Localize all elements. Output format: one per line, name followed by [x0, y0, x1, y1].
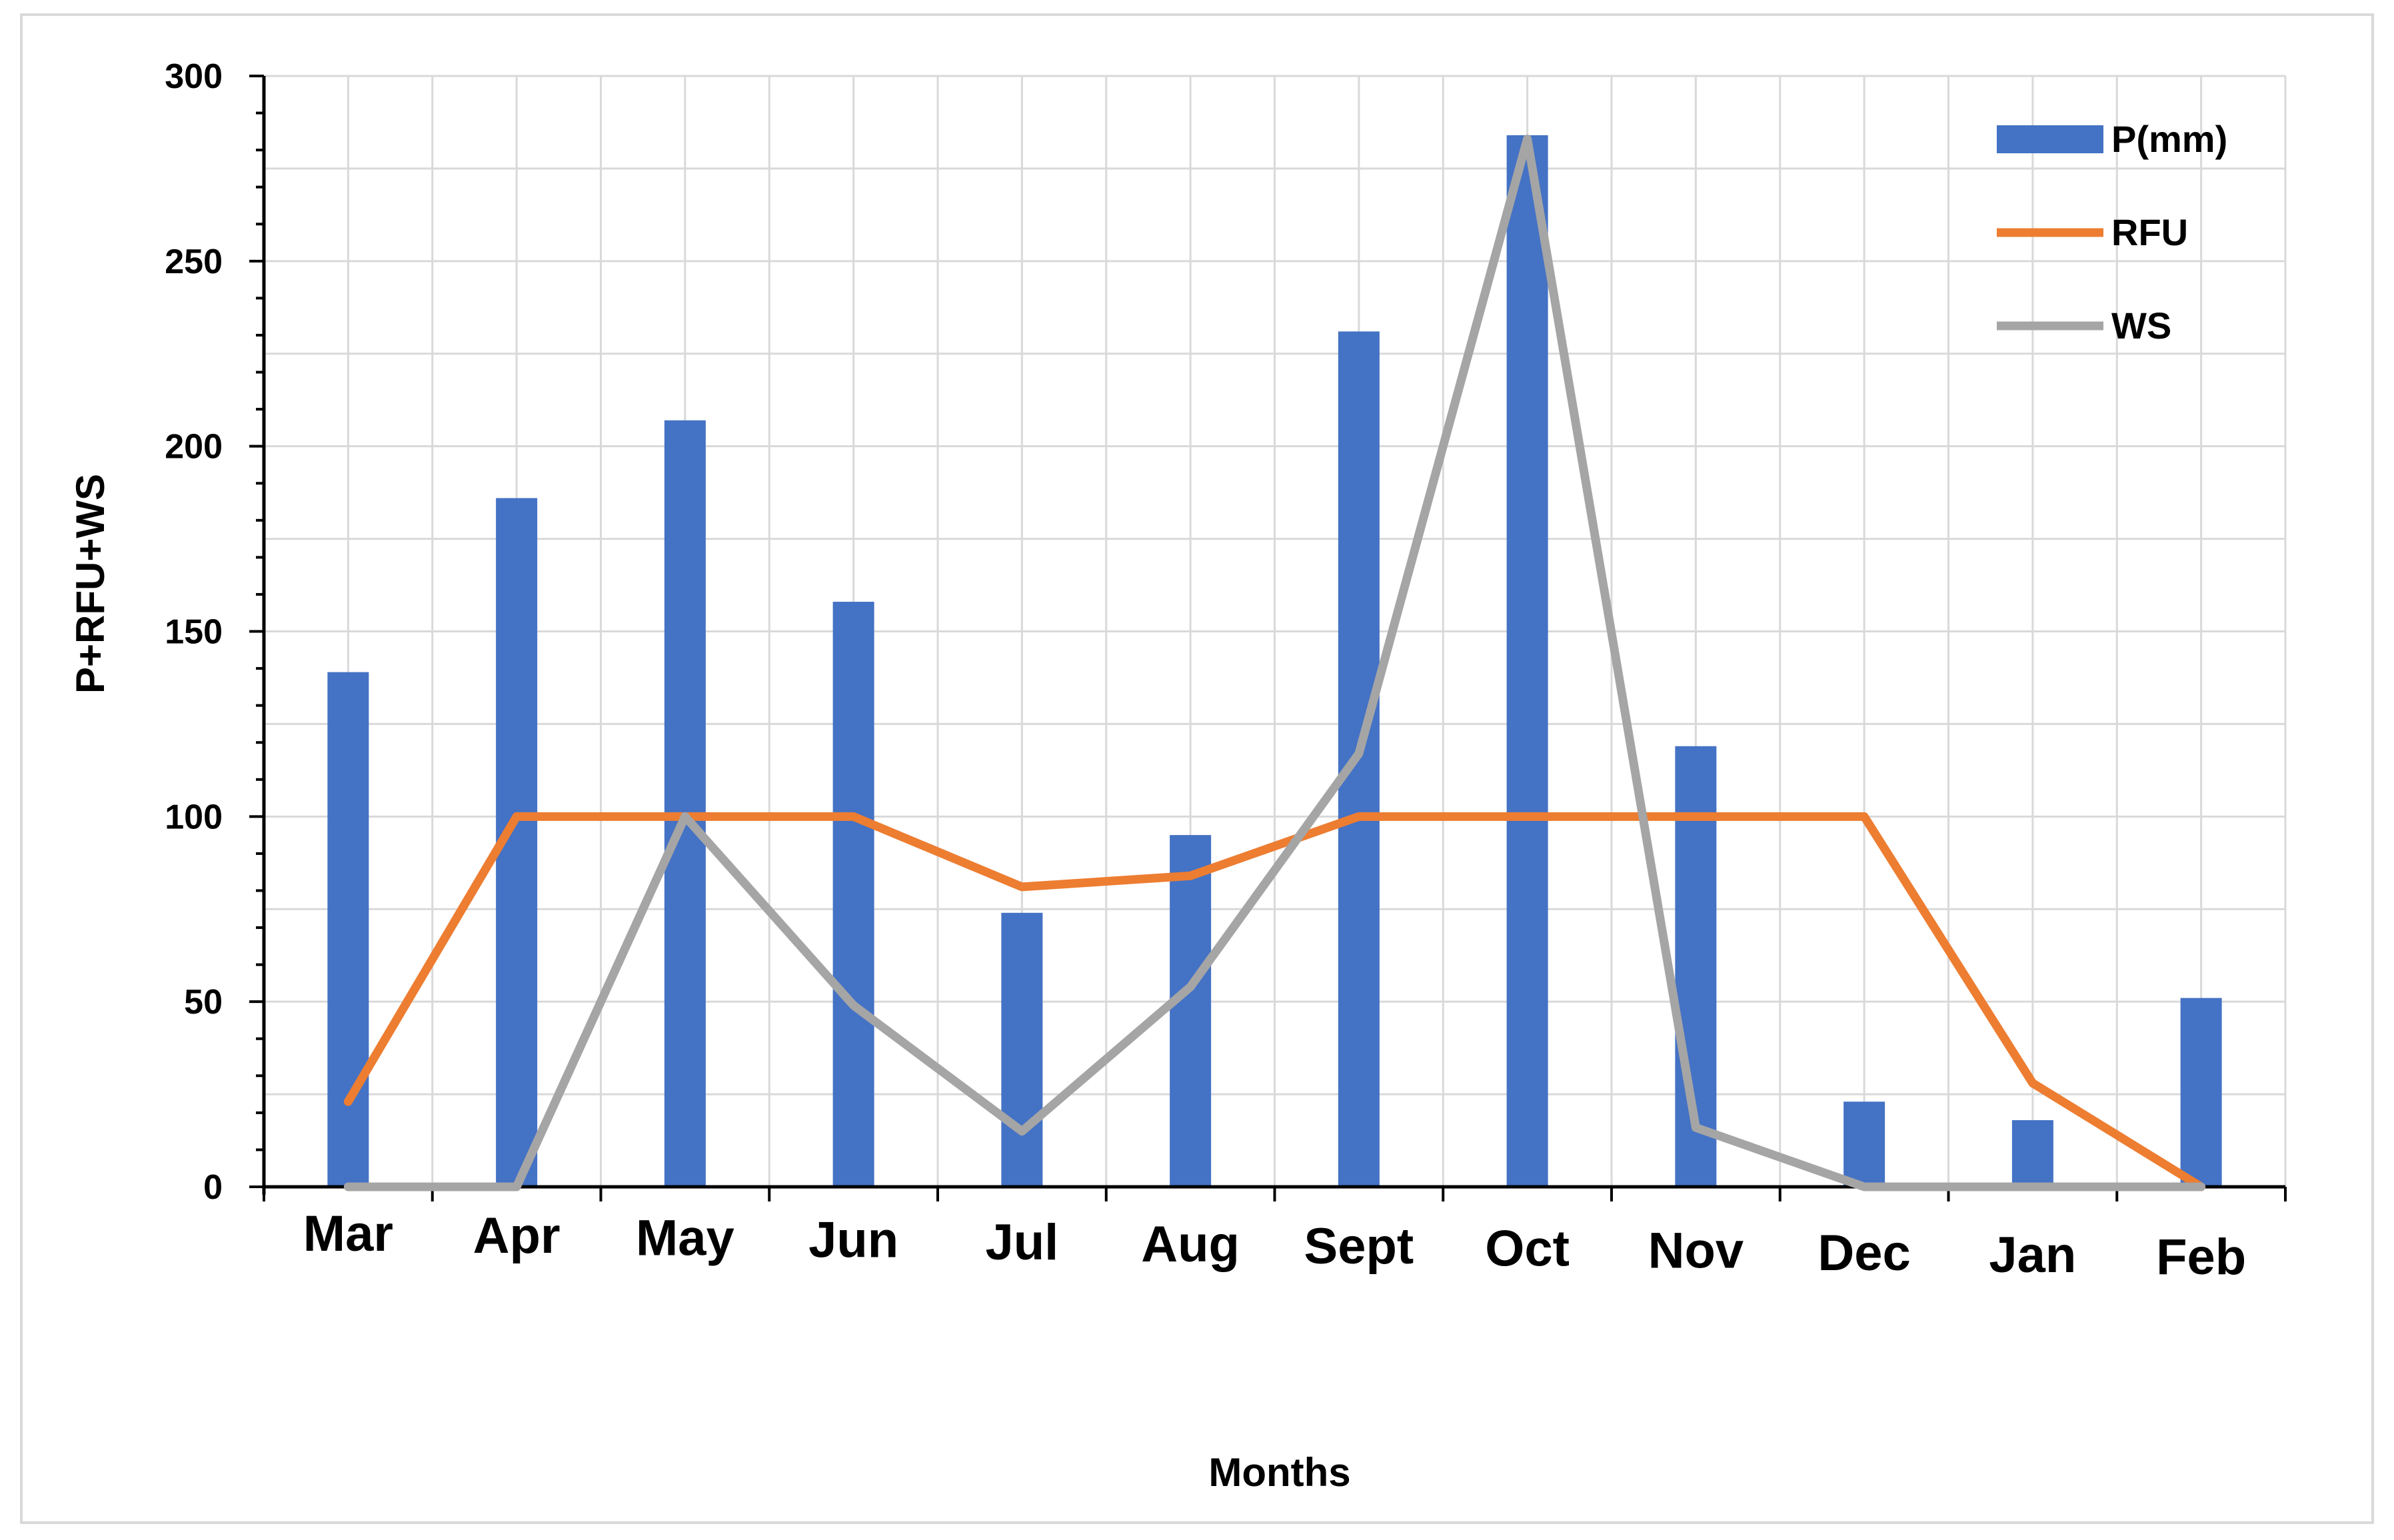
legend-label-rfu: RFU: [2111, 211, 2188, 253]
line-series-rfu: [343, 812, 2206, 1191]
y-tick-label: 100: [165, 798, 223, 836]
legend-label-pmm: P(mm): [2111, 118, 2227, 160]
grid-layer: [264, 75, 2287, 1187]
bar-jan: [2011, 1120, 2053, 1187]
tick-label-layer: 0 50 100 150 200 250 300 Mar Apr May Jun Jul Aug Sept…: [165, 57, 2246, 1285]
line-layer: [343, 134, 2206, 1191]
x-tick-label: Feb: [2156, 1229, 2246, 1285]
x-axis-title: Months: [1208, 1450, 1350, 1495]
x-tick-label: Sept: [1304, 1218, 1414, 1275]
axis-layer: [249, 75, 2287, 1201]
line-series-ws: [343, 134, 2206, 1191]
y-tick-label: 200: [165, 428, 223, 466]
legend-label-ws: WS: [2111, 305, 2171, 347]
chart-frame: 0 50 100 150 200 250 300 Mar Apr May Jun Jul Aug Sept…: [20, 13, 2374, 1524]
bar-feb: [2180, 998, 2222, 1187]
bar-mar: [327, 672, 369, 1187]
x-tick-label: Mar: [303, 1205, 393, 1262]
x-tick-label: Jan: [1989, 1227, 2076, 1283]
bar-dec: [1843, 1102, 1885, 1187]
y-tick-label: 250: [165, 243, 223, 281]
y-tick-label: 50: [184, 983, 223, 1022]
x-tick-label: Aug: [1141, 1216, 1240, 1273]
y-tick-label: 300: [165, 57, 223, 96]
y-tick-label: 0: [203, 1168, 223, 1207]
bar-aug: [1170, 835, 1212, 1187]
legend: P(mm) RFU WS: [1997, 118, 2227, 347]
x-tick-label: May: [636, 1209, 734, 1266]
chart: 0 50 100 150 200 250 300 Mar Apr May Jun Jul Aug Sept…: [68, 57, 2287, 1495]
y-tick-label: 150: [165, 613, 223, 652]
x-tick-label: Jun: [808, 1212, 898, 1269]
y-axis-title: P+RFU+WS: [68, 474, 113, 694]
x-tick-label: Apr: [473, 1207, 561, 1264]
bar-oct: [1506, 135, 1548, 1187]
bar-jul: [1001, 912, 1043, 1187]
bar-may: [664, 420, 706, 1187]
bar-jun: [832, 602, 874, 1187]
legend-swatch-pmm: [1997, 125, 2103, 153]
x-tick-label: Jul: [985, 1214, 1058, 1271]
x-tick-label: Dec: [1817, 1225, 1910, 1281]
x-tick-label: Nov: [1648, 1223, 1744, 1279]
x-tick-label: Oct: [1485, 1220, 1570, 1277]
